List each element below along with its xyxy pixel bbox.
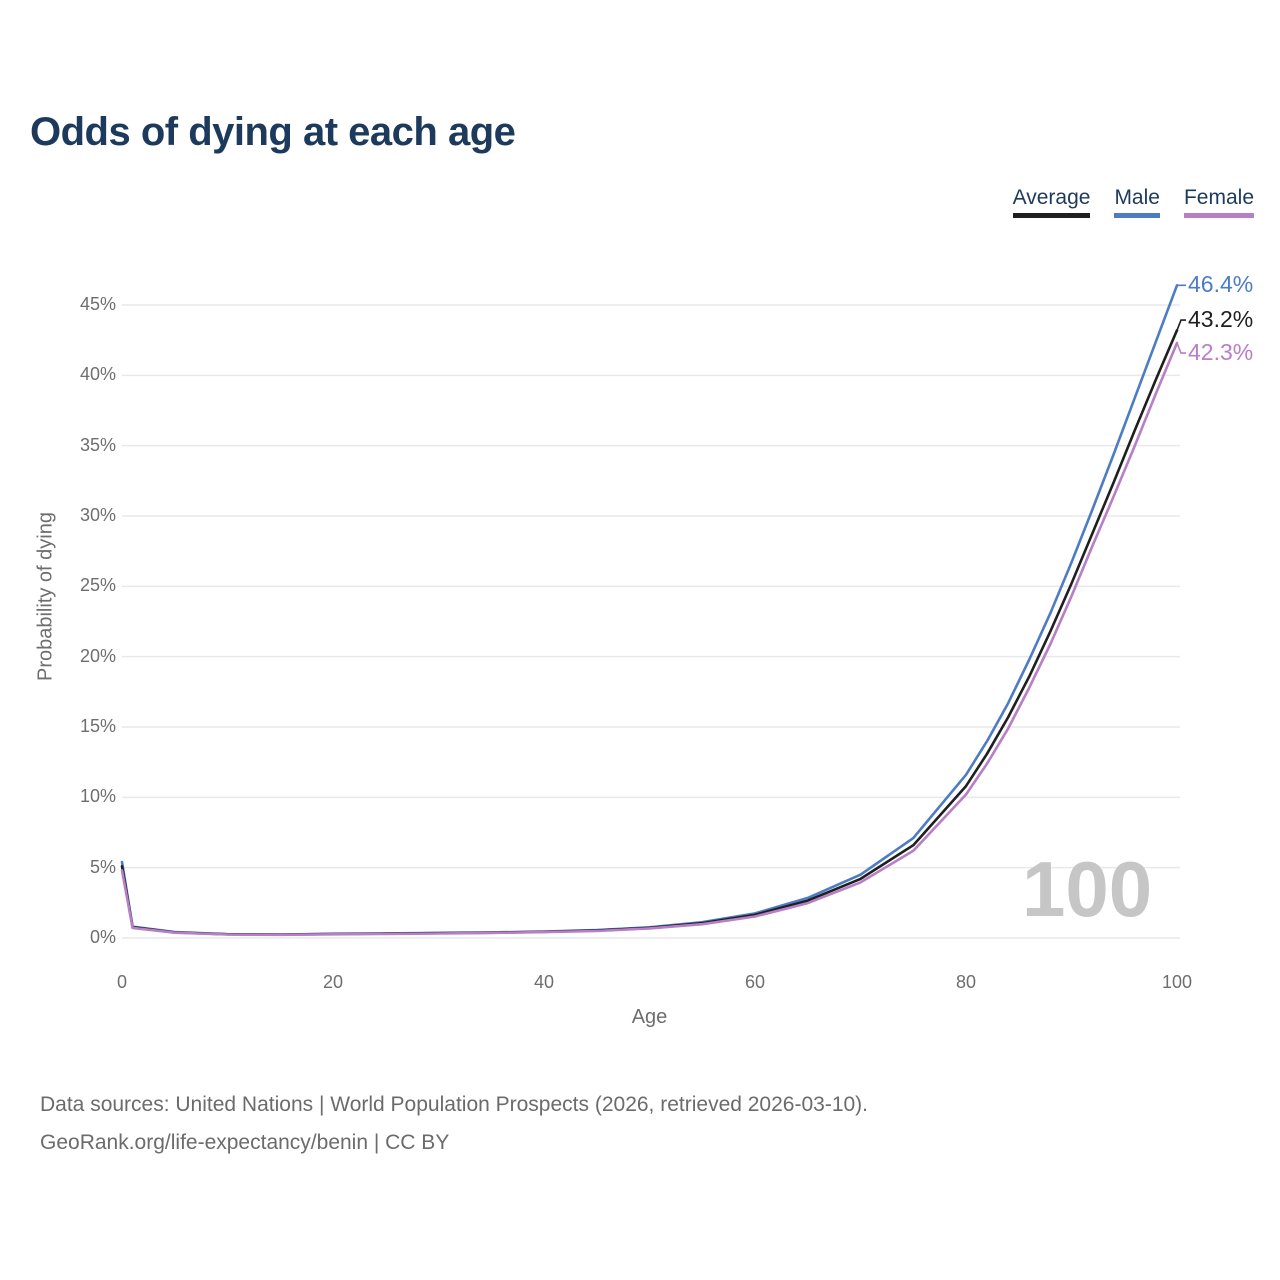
x-axis-title: Age <box>631 1006 668 1028</box>
series-line-female[interactable] <box>120 341 1179 937</box>
end-label-connector-female <box>1176 342 1186 354</box>
legend-item-female[interactable]: Female <box>1183 186 1254 218</box>
x-tick-label-100: 100 <box>1161 972 1193 992</box>
y-tick-label-45: 45% <box>79 293 116 314</box>
legend-item-average[interactable]: Average <box>1012 186 1091 218</box>
footer: Data sources: United Nations | World Pop… <box>40 1086 868 1162</box>
y-tick-label-35: 35% <box>79 434 116 455</box>
x-tick-label-20: 20 <box>322 972 344 992</box>
y-tick-label-30: 30% <box>79 504 116 525</box>
end-value-label-male: 46.4% <box>1188 271 1254 298</box>
end-label-connector-average <box>1176 319 1186 331</box>
footer-attribution-line: GeoRank.org/life-expectancy/benin | CC B… <box>40 1131 450 1154</box>
legend: Average Male Female <box>1012 186 1254 218</box>
y-tick-label-15: 15% <box>79 715 116 736</box>
y-tick-label-5: 5% <box>89 856 116 877</box>
end-value-label-average: 43.2% <box>1188 306 1254 333</box>
series-line-average[interactable] <box>120 329 1179 936</box>
end-value-label-female: 42.3% <box>1188 339 1254 366</box>
y-tick-label-20: 20% <box>79 645 116 666</box>
y-tick-label-40: 40% <box>79 364 116 385</box>
y-tick-label-0: 0% <box>89 927 116 947</box>
footer-sources-line: Data sources: United Nations | World Pop… <box>40 1093 869 1116</box>
y-axis-title: Probability of dying <box>34 512 57 681</box>
page-title: Odds of dying at each age <box>30 110 516 154</box>
x-tick-label-60: 60 <box>744 972 766 992</box>
x-tick-label-40: 40 <box>533 972 555 992</box>
legend-item-male[interactable]: Male <box>1114 186 1160 218</box>
x-tick-label-80: 80 <box>955 972 977 992</box>
series-line-male[interactable] <box>120 284 1179 936</box>
y-tick-label-10: 10% <box>79 786 116 807</box>
age-counter-watermark: 100 <box>1022 845 1153 933</box>
x-tick-label-0: 0 <box>116 972 127 992</box>
y-tick-label-25: 25% <box>79 575 116 596</box>
